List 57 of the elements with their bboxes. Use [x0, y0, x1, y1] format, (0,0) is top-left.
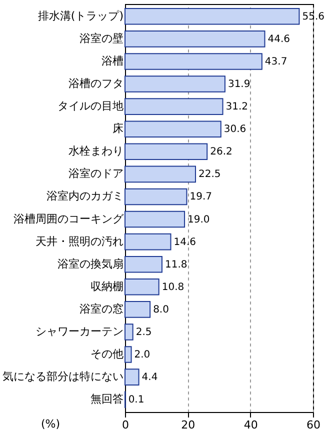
data-label: 26.2	[210, 146, 232, 158]
x-axis-title: (%)	[40, 418, 60, 430]
y-tick-label: 浴槽	[102, 54, 124, 68]
data-label: 2.0	[134, 350, 150, 361]
bar	[124, 143, 208, 160]
data-label: 10.8	[162, 282, 184, 293]
data-label: 19.7	[190, 192, 212, 203]
y-tick-label: 収納棚	[90, 280, 124, 293]
bar	[124, 166, 196, 183]
bar	[124, 233, 172, 250]
y-tick-label: 床	[112, 122, 124, 136]
y-tick-label: 天井・照明の汚れ	[36, 234, 124, 248]
y-tick-label: 浴室内のカガミ	[46, 190, 124, 203]
x-tick-label: 60	[306, 418, 320, 432]
data-label: 4.4	[142, 372, 158, 384]
y-tick-label: 浴室のドア	[68, 167, 124, 180]
bar	[124, 301, 151, 318]
y-tick-label: 浴室の換気扇	[58, 257, 124, 270]
bar	[124, 98, 224, 115]
y-tick-label: 浴槽のフタ	[68, 77, 124, 90]
bar	[124, 188, 188, 206]
bar	[124, 53, 262, 70]
bar	[124, 120, 222, 138]
bar	[124, 8, 300, 25]
data-label: 31.9	[228, 79, 250, 90]
y-tick-label: 水栓まわり	[68, 144, 124, 158]
y-tick-label: 排水溝(トラップ)	[38, 9, 124, 22]
bar	[124, 256, 162, 273]
data-label: 43.7	[264, 56, 288, 68]
data-label: 2.5	[136, 326, 152, 338]
data-label: 19.0	[188, 214, 210, 226]
x-tick-label: 0	[122, 418, 129, 432]
bar	[124, 210, 186, 228]
data-label: 31.2	[226, 102, 248, 113]
bar	[124, 368, 140, 386]
data-label: 8.0	[153, 304, 169, 316]
data-label: 30.6	[224, 124, 246, 136]
bar	[124, 324, 134, 340]
y-tick-label: その他	[90, 348, 124, 361]
x-tick-label: 40	[244, 418, 258, 432]
y-tick-label: 浴室の壁	[80, 32, 124, 45]
bar	[124, 30, 266, 48]
bar	[124, 76, 226, 92]
y-tick-label: シャワーカーテン	[36, 324, 124, 338]
data-label: 44.6	[268, 34, 290, 45]
data-label: 11.8	[164, 259, 188, 270]
bar	[124, 278, 160, 296]
bar	[124, 346, 132, 363]
y-tick-label: 無回答	[90, 392, 124, 406]
y-tick-label: 浴室の窓	[80, 302, 124, 316]
x-tick-label: 20	[181, 418, 196, 432]
y-tick-label: 浴槽周囲のコーキング	[14, 212, 124, 226]
data-label: 22.5	[198, 169, 221, 180]
y-tick-label: 気になる部分は特にない	[2, 370, 124, 384]
data-label: 14.6	[174, 236, 196, 248]
data-label: 0.1	[128, 394, 144, 406]
y-tick-label: タイルの目地	[58, 100, 124, 113]
